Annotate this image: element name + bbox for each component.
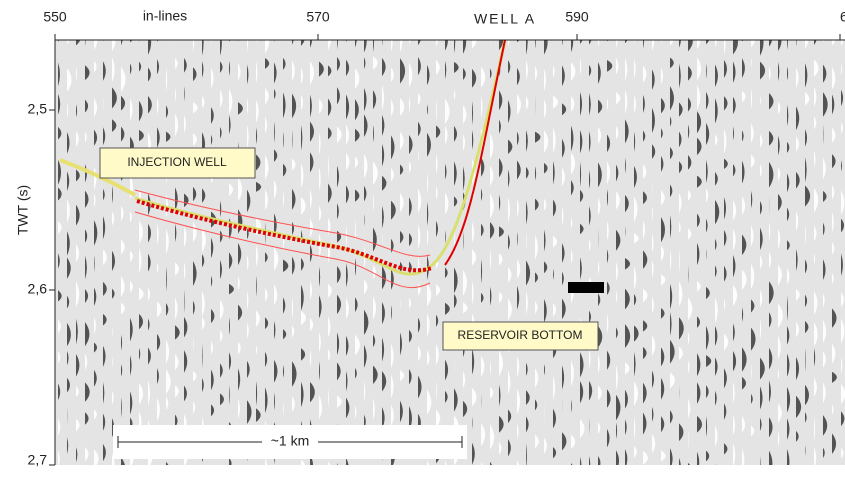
y-tick-label: 2,5 [28,101,48,117]
annotation: INJECTION WELL [127,155,227,169]
y-tick-label: 2,6 [28,281,48,297]
wiggle [409,467,411,475]
wiggle [319,30,322,41]
wiggle [607,467,608,475]
wiggle [166,30,168,40]
wiggle [562,469,563,475]
wiggle [238,30,241,41]
wiggle [220,470,222,475]
wiggle [751,464,753,475]
wiggle [463,467,468,475]
annotation: RESERVOIR BOTTOM [458,328,583,342]
seismic-figure: in-lines WELL A TWT (s) INJECTION WELL R… [0,0,845,475]
well-label: WELL A [474,11,536,27]
x-tick-label: 610 [840,9,845,25]
marker [568,282,604,293]
wiggle [652,465,654,475]
wiggle [292,469,295,475]
y-axis-label: TWT (s) [15,185,31,235]
wiggle [715,464,718,475]
wiggle [319,468,323,475]
wiggle [157,466,161,475]
wiggle [553,30,556,40]
wiggle [373,465,375,475]
page: in-lines WELL A TWT (s) INJECTION WELL R… [0,0,845,475]
x-axis-label: in-lines [143,8,187,24]
wiggle [175,30,178,41]
y-tick-label: 2,7 [28,452,48,468]
wiggle [283,30,285,41]
x-tick-label: 590 [565,9,589,25]
wiggle [103,30,106,41]
wiggle [535,469,540,475]
wiggle [427,30,431,40]
wiggle [778,469,781,475]
scale-bar-label: ~1 km [271,433,310,449]
x-tick-label: 570 [306,9,330,25]
x-tick-label: 550 [43,9,67,25]
wiggle [193,464,194,475]
wiggle [796,467,801,475]
wiggle [382,469,385,475]
wiggle [184,30,186,40]
wiggle [238,466,241,475]
wiggle [733,470,734,475]
wiggle [526,470,528,475]
